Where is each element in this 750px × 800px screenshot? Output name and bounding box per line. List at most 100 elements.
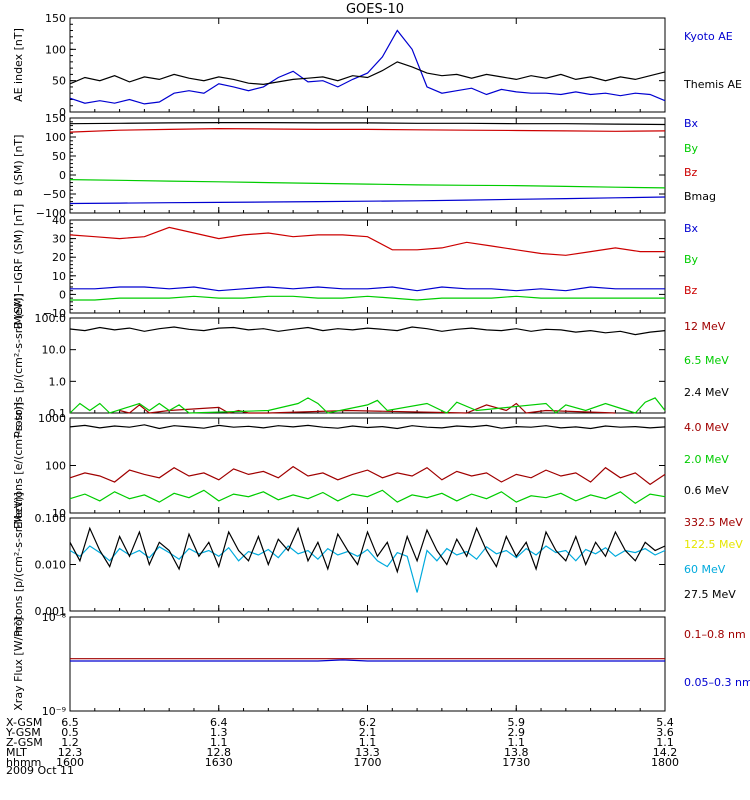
y-tick-label: 1000 <box>38 412 66 425</box>
ephemeris-value: 1800 <box>651 756 679 769</box>
ephemeris-row-label: MLT <box>6 746 27 759</box>
series-line-4 <box>69 121 666 126</box>
series-line-1 <box>69 465 666 486</box>
legend-entry: 2.0 MeV <box>684 453 729 466</box>
legend-entry: 0.05–0.3 nm <box>684 676 750 689</box>
panel-4: 0.1 1.0 10.0 100.0 Protons [p/(cm²-s-sr-MeV)… <box>12 293 729 438</box>
ephemeris-value: 1.1 <box>210 736 228 749</box>
ephemeris-value: 6.4 <box>210 716 228 729</box>
y-tick-label: 50 <box>52 75 66 88</box>
series-line-3 <box>69 226 665 256</box>
series-line-2 <box>69 61 666 86</box>
y-tick-label: 100 <box>45 460 66 473</box>
legend-entry: 0.1–0.8 nm <box>684 628 746 641</box>
y-tick-label: 0 <box>59 106 66 119</box>
y-tick-label: 150 <box>45 12 66 25</box>
ephemeris-value: 12.8 <box>207 746 232 759</box>
ephemeris-value: 6.2 <box>359 716 377 729</box>
series-line-2 <box>70 659 665 662</box>
series-line-4 <box>69 526 666 574</box>
series-line-2 <box>69 489 666 505</box>
legend-entry: Kyoto AE <box>684 30 733 43</box>
legend-entry: 12 MeV <box>684 320 726 333</box>
series-line-2 <box>70 295 665 301</box>
legend-entry: By <box>684 142 699 155</box>
y-tick-label: −10 <box>43 307 66 320</box>
y-tick-label: 50 <box>52 150 66 163</box>
chart-title: GOES-10 <box>346 2 404 17</box>
y-tick-label: 40 <box>52 214 66 227</box>
y-tick-label: 10⁻⁹ <box>42 705 66 718</box>
legend-entry: 60 MeV <box>684 563 726 576</box>
ephemeris-value: 1600 <box>56 756 84 769</box>
date-label: 2009 Oct 11 <box>6 764 74 777</box>
series-line-2 <box>69 179 666 189</box>
ephemeris-value: 1.2 <box>61 736 79 749</box>
ephemeris-row-label: Y-GSM <box>5 726 41 739</box>
series-line-1 <box>69 196 666 205</box>
ephemeris-value: 1.1 <box>656 736 674 749</box>
legend-entry: Bz <box>684 284 698 297</box>
ephemeris-row-label: X-GSM <box>6 716 42 729</box>
y-tick-label: −50 <box>43 188 66 201</box>
ephemeris-value: 1730 <box>502 756 530 769</box>
panel-1: 0 50 100 150 AE index [nT] Kyoto AE Themis AE <box>12 12 742 119</box>
ephemeris-value: 1.1 <box>359 736 377 749</box>
panel-frame <box>69 417 666 514</box>
legend-entry: 332.5 MeV <box>684 516 743 529</box>
y-tick-label: −100 <box>36 207 66 220</box>
y-tick-label: 0.1 <box>49 407 67 420</box>
y-tick-label: 10 <box>52 270 66 283</box>
ephemeris-value: 1.3 <box>210 726 228 739</box>
series-line-3 <box>69 326 666 336</box>
y-tick-label: 0 <box>59 288 66 301</box>
legend-entry: 122.5 MeV <box>684 538 743 551</box>
y-tick-label: 0.001 <box>35 605 67 618</box>
ephemeris-value: 1700 <box>354 756 382 769</box>
series-line-2 <box>69 397 666 414</box>
series-line-3 <box>69 545 666 593</box>
legend-entry: 4.0 MeV <box>684 421 729 434</box>
ephemeris-value: 13.8 <box>504 746 529 759</box>
y-tick-label: 20 <box>52 251 66 264</box>
y-tick-label: 10.0 <box>42 344 67 357</box>
legend-entry: 27.5 MeV <box>684 588 736 601</box>
y-tick-label: 150 <box>45 112 66 125</box>
ephemeris-value: 2.1 <box>359 726 377 739</box>
y-tick-label: 0 <box>59 169 66 182</box>
y-axis-label: Xray Flux [W/m²] <box>12 617 25 710</box>
y-tick-label: 0.010 <box>35 559 67 572</box>
ephemeris-value: 6.5 <box>61 716 79 729</box>
panel-frame <box>69 17 666 113</box>
y-tick-label: 100 <box>45 131 66 144</box>
ephemeris-value: 5.4 <box>656 716 674 729</box>
legend-entry: Themis AE <box>683 78 742 91</box>
legend-entry: 6.5 MeV <box>684 354 729 367</box>
y-axis-label: B (SM)−IGRF (SM) [nT] <box>12 204 25 329</box>
y-tick-label: 100.0 <box>35 312 67 325</box>
y-tick-label: 10 <box>52 507 66 520</box>
series-line-1 <box>119 402 616 414</box>
series-line-3 <box>69 424 666 430</box>
legend-entry: Bx <box>684 222 699 235</box>
panel-7: 10⁻⁹ 10⁻⁸ Xray Flux [W/m²] 0.1–0.8 nm 0.05–0… <box>12 611 750 718</box>
panel-2: −100 −50 0 50 100 150 B (SM) [nT] Bx By Bz Bmag <box>12 112 716 220</box>
legend-entry: Bz <box>684 166 698 179</box>
ephemeris-value: 14.2 <box>653 746 678 759</box>
panel-6: 0.001 0.010 0.100 Protons [p/(cm²-s-sr-MeV)… <box>12 492 743 637</box>
series-line-3 <box>69 127 666 133</box>
legend-entry: 0.6 MeV <box>684 484 729 497</box>
panel-frame <box>69 219 666 314</box>
series-line-1 <box>69 29 666 105</box>
y-axis-label: B (SM) [nT] <box>12 135 25 197</box>
panel-5: 10 100 1000 Electrons [e/(cm²-s-sr)] 4.0 MeV… <box>12 402 729 529</box>
ephemeris-value: 1.1 <box>508 736 526 749</box>
y-tick-label: 1.0 <box>49 375 67 388</box>
y-tick-label: 10⁻⁸ <box>42 611 67 624</box>
y-tick-label: 30 <box>52 233 66 246</box>
y-axis-label: Protons [p/(cm²-s-sr-MeV)] <box>12 293 25 438</box>
y-axis-label: Protons [p/(cm²-s-sr-MeV)] <box>12 492 25 637</box>
